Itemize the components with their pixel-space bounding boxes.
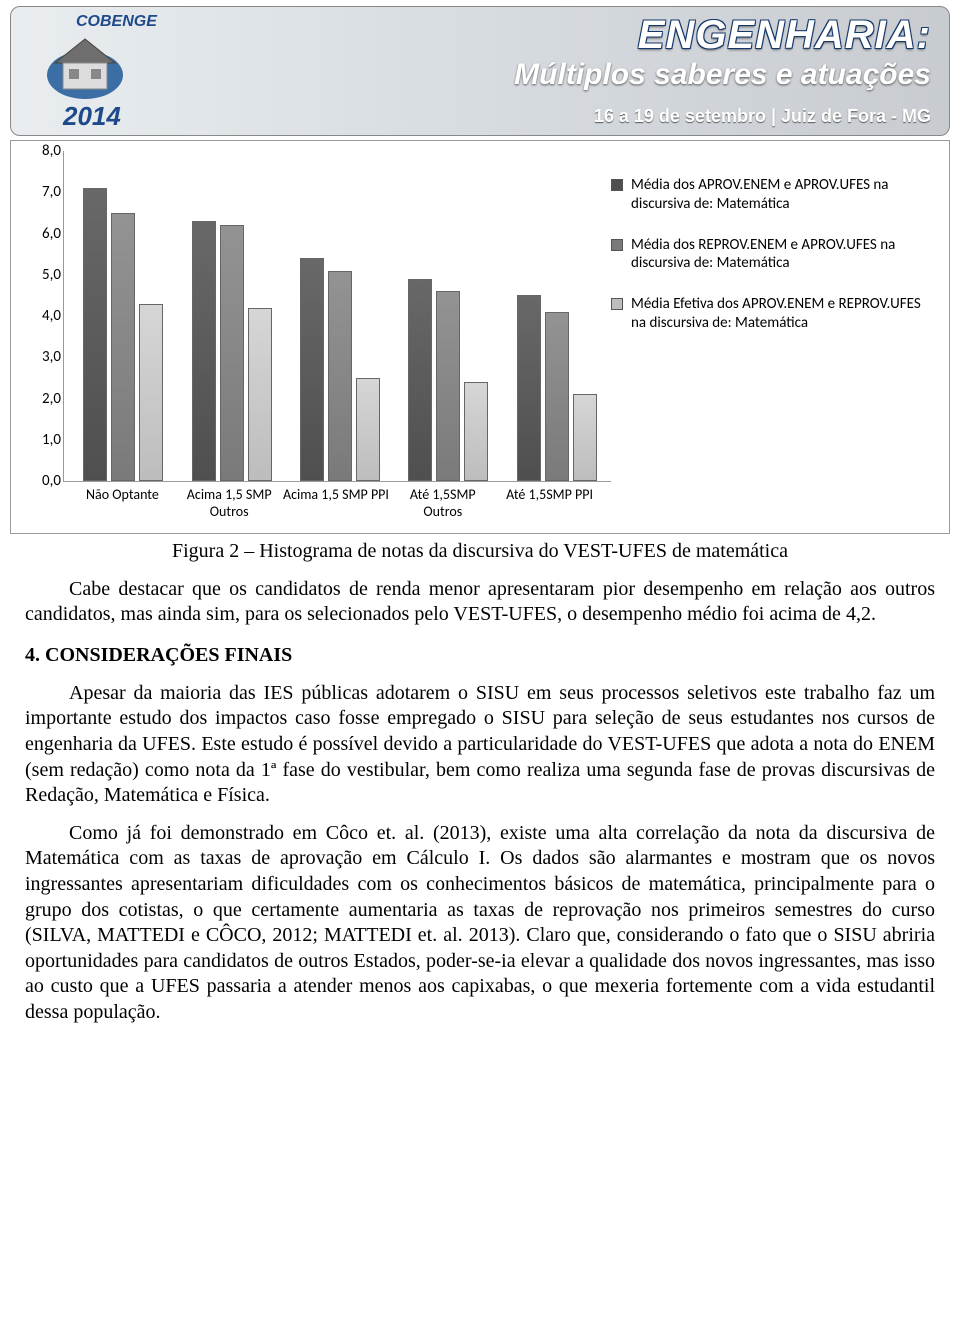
chart-bar: [220, 225, 244, 481]
chart-legend: Média dos APROV.ENEM e APROV.UFES na dis…: [611, 141, 931, 533]
chart-bar-group: [503, 151, 611, 481]
chart-x-label: Até 1,5SMP PPI: [496, 487, 603, 521]
chart-bar: [192, 221, 216, 481]
banner-cobenge: COBENGE: [76, 13, 157, 31]
banner-logo-icon: 2014: [25, 33, 160, 123]
chart-bar: [545, 312, 569, 481]
chart-y-tick: 8,0: [42, 142, 61, 160]
chart-bar: [436, 291, 460, 481]
chart-y-tick: 4,0: [42, 307, 61, 325]
chart-y-axis-line: [63, 151, 64, 481]
chart-bar-group: [177, 151, 285, 481]
chart-y-tick: 5,0: [42, 266, 61, 284]
chart-bar-group: [394, 151, 502, 481]
banner-date: 16 a 19 de setembro | Juiz de Fora - MG: [594, 106, 931, 127]
chart-container: 0,01,02,03,04,05,06,07,08,0 Não OptanteA…: [10, 140, 950, 534]
chart-bar: [464, 382, 488, 481]
chart-bar-group: [69, 151, 177, 481]
chart-legend-item: Média Efetiva dos APROV.ENEM e REPROV.UF…: [611, 295, 921, 333]
chart-bar: [517, 295, 541, 481]
chart-bar: [573, 394, 597, 481]
chart-bar: [408, 279, 432, 481]
chart-bar-groups: [69, 151, 611, 481]
banner-subtitle: Múltiplos saberes e atuações: [514, 58, 931, 92]
chart-legend-swatch: [611, 179, 623, 191]
chart-legend-label: Média dos APROV.ENEM e APROV.UFES na dis…: [631, 176, 921, 214]
chart-legend-swatch: [611, 239, 623, 251]
chart-x-label: Acima 1,5 SMP Outros: [176, 487, 283, 521]
chart-bar: [83, 188, 107, 481]
figure-caption: Figura 2 – Histograma de notas da discur…: [10, 540, 950, 563]
paragraph-3: Como já foi demonstrado em Côco et. al. …: [25, 821, 935, 1026]
banner-year: 2014: [63, 101, 121, 132]
paragraph-2: Apesar da maioria das IES públicas adota…: [25, 681, 935, 809]
chart-bar: [139, 304, 163, 481]
chart-bar: [111, 213, 135, 481]
chart-y-tick: 1,0: [42, 431, 61, 449]
chart-baseline: [63, 481, 611, 482]
section-heading: 4. CONSIDERAÇÕES FINAIS: [25, 644, 935, 667]
paragraph-1: Cabe destacar que os candidatos de renda…: [25, 577, 935, 628]
chart-bar: [300, 258, 324, 481]
chart-x-label: Até 1,5SMP Outros: [389, 487, 496, 521]
chart-y-axis: 0,01,02,03,04,05,06,07,08,0: [21, 151, 63, 481]
chart-y-tick: 0,0: [42, 472, 61, 490]
chart-bar: [328, 271, 352, 481]
chart-legend-item: Média dos REPROV.ENEM e APROV.UFES na di…: [611, 236, 921, 274]
chart-x-label: Acima 1,5 SMP PPI: [283, 487, 390, 521]
chart-plot-area: 0,01,02,03,04,05,06,07,08,0: [21, 151, 611, 481]
chart-legend-label: Média dos REPROV.ENEM e APROV.UFES na di…: [631, 236, 921, 274]
event-banner: COBENGE 2014 ENGENHARIA: Múltiplos saber…: [10, 6, 950, 136]
chart-bar-group: [286, 151, 394, 481]
chart-bar: [248, 308, 272, 481]
chart-legend-label: Média Efetiva dos APROV.ENEM e REPROV.UF…: [631, 295, 921, 333]
chart-x-labels: Não OptanteAcima 1,5 SMP OutrosAcima 1,5…: [69, 487, 603, 521]
chart-x-label: Não Optante: [69, 487, 176, 521]
chart-y-tick: 7,0: [42, 183, 61, 201]
chart-y-tick: 6,0: [42, 225, 61, 243]
chart-legend-item: Média dos APROV.ENEM e APROV.UFES na dis…: [611, 176, 921, 214]
chart-bar: [356, 378, 380, 481]
chart-y-tick: 2,0: [42, 390, 61, 408]
chart-legend-swatch: [611, 298, 623, 310]
chart-y-tick: 3,0: [42, 348, 61, 366]
banner-title: ENGENHARIA:: [514, 13, 931, 58]
